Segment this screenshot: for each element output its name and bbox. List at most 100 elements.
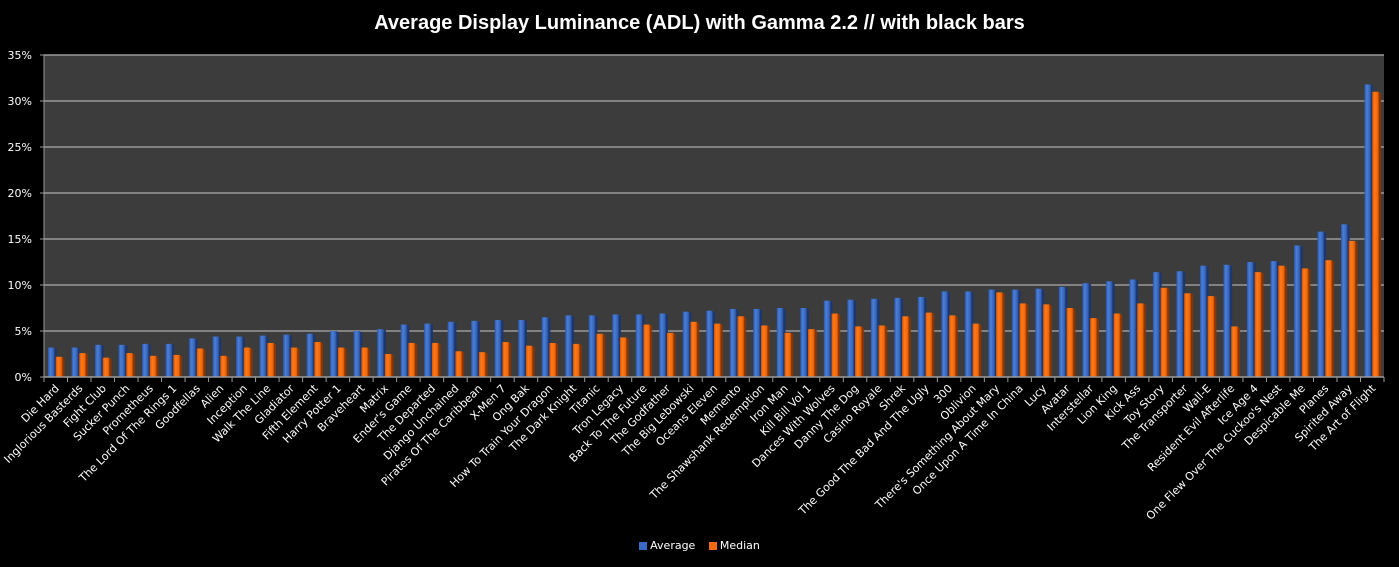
bar-shadow [1143, 304, 1146, 377]
bar-median-harry-potter-1 [337, 347, 345, 377]
bar-shadow [477, 321, 480, 377]
bar-median-the-good-the-bad-and-the-ugly [925, 312, 933, 377]
bar-average-ice-age-4 [1246, 262, 1254, 377]
bar-median-interstellar [1090, 318, 1097, 377]
bar-average-kick-ass [1129, 279, 1137, 377]
bar-shadow [955, 316, 958, 377]
bar-shadow [838, 314, 841, 377]
bar-average-wall-e [1199, 265, 1207, 377]
legend-item-median: Median [708, 539, 760, 552]
bar-average-django-unchained [447, 321, 455, 377]
bar-shadow [791, 333, 794, 377]
bar-average-resident-evil-afterlife [1223, 264, 1231, 377]
bar-average-lion-king [1105, 281, 1113, 377]
bar-median-prometheus [149, 355, 157, 377]
bar-average-the-lord-of-the-rings-1 [165, 343, 173, 377]
bar-average-alien [212, 336, 220, 377]
bar-median-inception [243, 347, 251, 377]
bar-shadow [1308, 269, 1311, 377]
bar-average-the-transporter [1176, 271, 1184, 377]
bar-median-resident-evil-afterlife [1231, 326, 1238, 377]
bar-average-there-s-something-about-mary [988, 289, 996, 377]
bar-shadow [509, 343, 512, 377]
bar-shadow [1167, 288, 1170, 377]
legend-label-median: Median [719, 539, 760, 552]
bar-shadow [767, 326, 770, 377]
bar-average-inception [236, 336, 243, 377]
bar-shadow [454, 322, 457, 377]
bar-average-the-godfather [659, 313, 666, 377]
bar-average-braveheart [353, 331, 361, 377]
bar-shadow [203, 349, 206, 377]
bar-median-ice-age-4 [1254, 272, 1262, 377]
bar-shadow [1379, 92, 1382, 378]
bar-shadow [556, 343, 559, 377]
bar-average-fifth-element [306, 333, 314, 377]
bar-median-ong-bak [525, 345, 533, 377]
bar-average-casino-royale [870, 298, 878, 377]
bar-average-avatar [1058, 286, 1066, 377]
bar-median-lucy [1043, 304, 1050, 377]
bar-average-planes [1317, 231, 1325, 377]
bar-average-back-to-the-future [635, 314, 643, 377]
bar-median-sucker-punch [126, 353, 134, 377]
bar-average-the-dark-knight [565, 315, 572, 377]
y-tick-label: 0% [15, 371, 32, 384]
bar-shadow [485, 353, 488, 377]
legend-item-average: Average [639, 539, 695, 552]
bar-shadow [391, 355, 394, 377]
bar-median-danny-the-dog [855, 326, 862, 377]
bar-shadow [109, 358, 112, 377]
bar-average-300 [941, 291, 949, 377]
bar-shadow [86, 354, 89, 377]
bar-average-the-art-of-flight [1364, 84, 1372, 377]
bar-shadow [462, 352, 465, 377]
bar-median-the-transporter [1184, 293, 1191, 377]
bar-shadow [133, 354, 136, 377]
bars [47, 84, 1382, 378]
bar-shadow [814, 330, 817, 377]
bar-shadow [650, 325, 653, 377]
bar-shadow [1261, 273, 1264, 377]
bar-median-one-flew-over-the-cuckoo-s-nest [1278, 265, 1285, 377]
bar-shadow [532, 346, 535, 377]
bar-shadow [979, 324, 982, 377]
bar-average-sucker-punch [118, 344, 126, 377]
bar-shadow [274, 343, 277, 377]
bar-average-titanic [588, 315, 596, 377]
bar-shadow [180, 355, 183, 377]
bar-median-the-departed [431, 342, 439, 377]
legend: Average Median [0, 539, 1399, 553]
y-tick-label: 35% [8, 49, 32, 62]
bar-average-iron-man [776, 308, 784, 377]
bar-average-gladiator [283, 334, 290, 377]
bar-shadow [885, 326, 888, 377]
bar-average-x-men-7 [494, 319, 502, 377]
bar-shadow [344, 348, 347, 377]
bar-median-the-dark-knight [572, 343, 580, 377]
bar-median-titanic [596, 333, 604, 377]
bar-median-django-unchained [455, 351, 463, 377]
bar-average-inglorious-basterds [71, 347, 79, 377]
bar-average-oblivion [964, 291, 972, 377]
bar-average-pirates-of-the-caribbean [471, 320, 478, 377]
chart-title: Average Display Luminance (ADL) with Gam… [374, 12, 1025, 34]
bar-shadow [603, 334, 606, 377]
bar-shadow [932, 313, 935, 377]
bar-median-toy-story [1160, 287, 1168, 377]
bar-average-matrix [377, 329, 384, 377]
bar-average-the-good-the-bad-and-the-ugly [917, 296, 925, 377]
bar-median-fight-club [102, 357, 110, 377]
bar-shadow [626, 338, 629, 377]
bar-average-ong-bak [518, 319, 525, 377]
bar-shadow [1120, 314, 1123, 377]
bar-median-spirited-away [1348, 240, 1356, 377]
bar-shadow [1002, 293, 1005, 377]
bar-shadow [1355, 241, 1358, 377]
bar-median-x-men-7 [502, 342, 510, 377]
bar-shadow [1331, 261, 1334, 377]
legend-label-average: Average [650, 539, 696, 552]
bar-median-gladiator [290, 347, 298, 377]
bar-shadow [1230, 265, 1233, 377]
bar-shadow [697, 322, 700, 377]
